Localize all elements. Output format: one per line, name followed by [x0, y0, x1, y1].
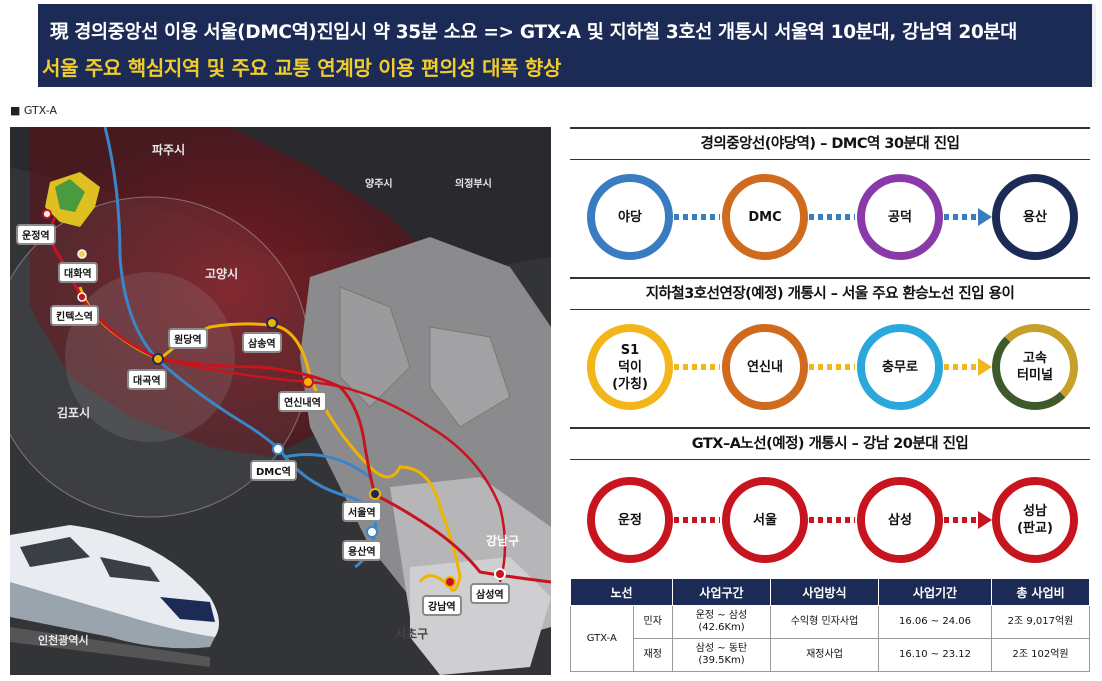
route-title-line3: 지하철3호선연장(예정) 개통시 – 서울 주요 환승노선 진입 용이: [570, 277, 1090, 310]
city-label: 고양시: [205, 267, 239, 281]
project-table: 노선 사업구간 사업방식 사업기간 총 사업비 GTX-A 민자 운정 ~ 삼성…: [570, 578, 1090, 672]
table-cell: 16.06 ~ 24.06: [878, 605, 992, 639]
station-node: 야당: [587, 174, 673, 260]
city-label: 의정부시: [455, 179, 492, 190]
route-row-line3: S1 덕이 (가칭) 연신내 충무로 고속 터미널: [570, 322, 1090, 412]
city-label: 김포시: [57, 406, 91, 420]
station-label: DMC역: [250, 460, 297, 481]
station-label: 용산역: [342, 540, 382, 561]
route-title-gtx: GTX–A노선(예정) 개통시 – 강남 20분대 진입: [570, 427, 1090, 460]
table-header-row: 노선 사업구간 사업방식 사업기간 총 사업비: [570, 578, 1090, 606]
station-label: 운정역: [16, 224, 56, 245]
table-header: 사업구간: [672, 578, 771, 606]
table-row: 재정 삼성 ~ 동탄 (39.5Km) 재정사업 16.10 ~ 23.12 2…: [571, 638, 1090, 672]
city-label: 파주시: [152, 143, 186, 157]
station-label: 연신내역: [278, 391, 327, 412]
route-row-gtx: 운정 서울 삼성 성남 (판교): [570, 475, 1090, 565]
city-label: 서초구: [395, 627, 429, 641]
station-label: 킨텍스역: [50, 305, 99, 326]
station-label: 대곡역: [127, 369, 167, 390]
city-label: 양주시: [365, 179, 393, 190]
table-cell: 재정사업: [770, 638, 879, 672]
station-label: 대화역: [58, 262, 98, 283]
header-line2: 서울 주요 핵심지역 및 주요 교통 연계망 이용 편의성 대폭 향상: [42, 56, 562, 80]
station-label: 서울역: [342, 501, 382, 522]
gtx-train-image: [10, 525, 219, 667]
station-node: 운정: [587, 477, 673, 563]
station-label: 원당역: [168, 328, 208, 349]
station-node: DMC: [722, 174, 808, 260]
map-label: ■ GTX-A: [10, 104, 57, 117]
table-header: 사업기간: [878, 578, 992, 606]
route-connector: [665, 358, 992, 376]
station-node: 공덕: [857, 174, 943, 260]
route-map: 파주시 양주시 의정부시 고양시 김포시 강남구 서초구 인천광역시 운정역 대…: [10, 127, 551, 675]
station-node: S1 덕이 (가칭): [587, 324, 673, 410]
route-connector: [665, 208, 992, 226]
station-node: 고속 터미널: [992, 324, 1078, 410]
table-cell: 운정 ~ 삼성 (42.6Km): [672, 605, 771, 639]
station-node: 용산: [992, 174, 1078, 260]
station-node: 충무로: [857, 324, 943, 410]
city-label: 강남구: [486, 534, 520, 548]
table-header: 사업방식: [770, 578, 879, 606]
station-node: 서울: [722, 477, 808, 563]
station-label: 삼성역: [470, 583, 510, 604]
route-row-gyeongui: 야당 DMC 공덕 용산: [570, 172, 1090, 262]
city-label: 인천광역시: [38, 634, 89, 647]
table-row: GTX-A 민자 운정 ~ 삼성 (42.6Km) 수익형 민자사업 16.06…: [570, 605, 1090, 672]
table-cell: 민자: [632, 605, 673, 639]
table-header: 노선: [570, 578, 673, 606]
route-connector: [665, 511, 992, 529]
table-cell: 재정: [632, 638, 673, 672]
route-title-gyeongui: 경의중앙선(야당역) – DMC역 30분대 진입: [570, 127, 1090, 160]
station-label: 강남역: [422, 595, 462, 616]
banner-edge: [1092, 4, 1096, 87]
table-cell: 삼성 ~ 동탄 (39.5Km): [672, 638, 771, 672]
station-node: 성남 (판교): [992, 477, 1078, 563]
header-banner: 現 경의중앙선 이용 서울(DMC역)진입시 약 35분 소요 => GTX-A…: [38, 4, 1096, 87]
table-header: 총 사업비: [991, 578, 1090, 606]
station-node: 삼성: [857, 477, 943, 563]
table-cell: 수익형 민자사업: [770, 605, 879, 639]
table-cell: 2조 102억원: [991, 638, 1090, 672]
station-label: 삼송역: [242, 332, 282, 353]
station-node: 연신내: [722, 324, 808, 410]
header-line1: 現 경의중앙선 이용 서울(DMC역)진입시 약 35분 소요 => GTX-A…: [50, 22, 1017, 43]
table-cell-line: GTX-A: [570, 605, 634, 672]
table-cell: 2조 9,017억원: [991, 605, 1090, 639]
table-cell: 16.10 ~ 23.12: [878, 638, 992, 672]
